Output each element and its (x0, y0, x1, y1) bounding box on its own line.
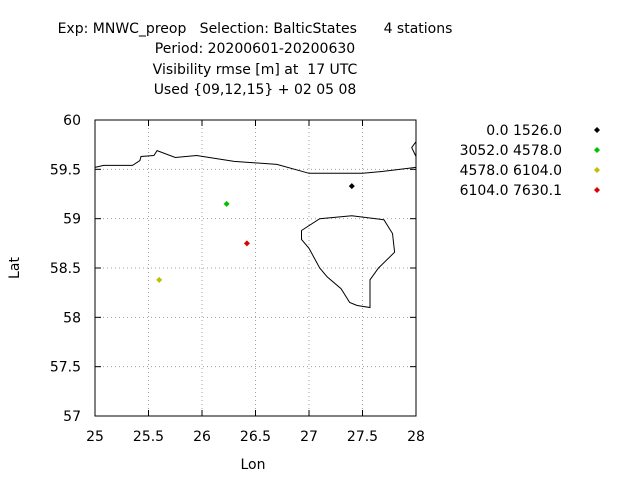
data-point (156, 276, 163, 283)
x-tick-label: 26.5 (240, 429, 271, 445)
data-points (156, 183, 355, 283)
chart-title-line-3: Visibility rmse [m] at 17 UTC (152, 62, 358, 78)
grid (95, 120, 416, 416)
legend-label: 6104.0 7630.1 (460, 183, 562, 199)
legend-marker (594, 147, 600, 153)
y-tick-label: 58 (63, 310, 81, 326)
x-tick-label: 25 (86, 429, 104, 445)
coastline-segment (411, 141, 417, 157)
legend-marker (594, 187, 600, 193)
y-tick-label: 57.5 (50, 360, 81, 376)
x-axis-label: Lon (241, 457, 266, 473)
y-tick-label: 58.5 (50, 261, 81, 277)
legend: 0.0 1526.0 3052.0 4578.0 4578.0 6104.0 6104… (460, 123, 600, 199)
y-tick-label: 59 (63, 212, 81, 228)
legend-label: 0.0 1526.0 (486, 123, 562, 139)
y-tick-label: 60 (63, 113, 81, 129)
chart-title-line-1: Exp: MNWC_preop Selection: BalticStates … (57, 21, 453, 37)
legend-marker (594, 167, 600, 173)
data-point (223, 200, 230, 207)
coastline (94, 141, 417, 309)
legend-marker (594, 127, 600, 133)
chart-title-line-4: Used {09,12,15} + 02 05 08 (153, 82, 357, 98)
x-tick-label: 25.5 (133, 429, 164, 445)
data-point (243, 240, 250, 247)
coastline-segment (301, 215, 396, 309)
data-point (348, 183, 355, 190)
axis-ticks: 25 25.5 26 26.5 27 27.5 28 57 57.5 58 58.5 59 59.5 60 (50, 113, 425, 445)
coastline-segment (94, 149, 417, 174)
x-tick-label: 27.5 (347, 429, 378, 445)
x-tick-label: 26 (193, 429, 211, 445)
y-axis-label: Lat (7, 257, 23, 279)
legend-label: 4578.0 6104.0 (460, 163, 562, 179)
chart-title-line-2: Period: 20200601-20200630 (154, 41, 356, 57)
x-tick-label: 28 (407, 429, 425, 445)
y-tick-label: 59.5 (50, 162, 81, 178)
y-tick-label: 57 (63, 409, 81, 425)
legend-label: 3052.0 4578.0 (460, 143, 562, 159)
x-tick-label: 27 (300, 429, 318, 445)
